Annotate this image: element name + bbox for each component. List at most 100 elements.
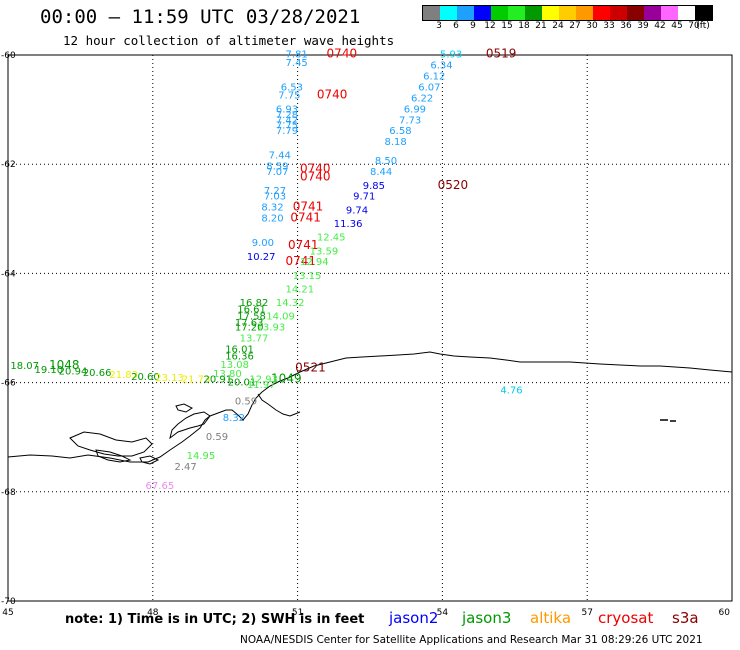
wave-height-label: 0.59 <box>235 396 257 407</box>
wave-height-label: 16.36 <box>225 352 254 363</box>
wave-height-label: 13.15 <box>293 271 322 282</box>
wave-height-label: 14.09 <box>266 311 295 322</box>
color-swatch <box>678 6 695 20</box>
latitude-tick-label: -64 <box>1 269 16 279</box>
wave-height-label: 14.32 <box>276 298 305 309</box>
coastline-bay <box>169 411 211 440</box>
satellite-legend-jason2: jason2 <box>389 609 439 627</box>
axis-tick-labels: 45 48 51 54 57 60 -60 -62 -64 -66 -68 -70 <box>1 51 730 618</box>
wave-height-label: 7.45 <box>286 58 308 69</box>
wave-height-label: 67.65 <box>146 481 175 492</box>
wave-height-label: 6.99 <box>404 104 426 115</box>
wave-height-label: 20.66 <box>83 368 112 379</box>
wave-height-label: 6.58 <box>389 126 411 137</box>
wave-height-label: 17.20 <box>235 323 264 334</box>
coastline-inlet <box>257 393 301 417</box>
wave-height-label: 7.27 <box>264 186 286 197</box>
pass-time-label: 0741 <box>290 211 321 225</box>
island-tiny <box>175 403 193 413</box>
wave-height-label: 7.03 <box>264 192 286 203</box>
wave-height-label: 21.73 <box>182 375 211 386</box>
pass-time-label: 0741 <box>288 238 319 252</box>
color-swatch <box>576 6 593 20</box>
color-swatch <box>559 6 576 20</box>
color-scale-label: 12 <box>484 21 496 31</box>
longitude-tick-label: 60 <box>719 608 731 618</box>
island-small <box>139 455 160 465</box>
wave-height-label: 7.73 <box>399 115 421 126</box>
wave-height-label: 2.47 <box>175 462 197 473</box>
pass-time-label: 0520 <box>438 178 469 192</box>
pass-time-label: 0741 <box>293 200 324 214</box>
color-swatch <box>695 6 712 20</box>
wave-height-label: 21.83 <box>109 370 138 381</box>
color-scale-label: 42 <box>654 21 666 31</box>
wave-height-label: 17.58 <box>237 311 266 322</box>
wave-height-label: 0.59 <box>206 432 228 443</box>
map-subtitle: 12 hour collection of altimeter wave hei… <box>63 33 395 48</box>
wave-height-label: 6.53 <box>281 82 303 93</box>
wave-height-label: 8.20 <box>261 214 283 225</box>
longitude-tick-label: 45 <box>2 608 13 618</box>
color-scale-label: 39 <box>637 21 649 31</box>
island-outline <box>95 449 132 463</box>
wave-height-label: 20.60 <box>131 372 160 383</box>
wave-height-label: 14.95 <box>187 451 216 462</box>
color-scale-label: 21 <box>535 21 547 31</box>
wave-height-label: 18.07 <box>10 361 39 372</box>
wave-height-label: 14.21 <box>286 285 315 296</box>
wave-height-labels: 7.817.455.936.346.126.076.537.75 6.226.99… <box>10 50 522 492</box>
wave-height-label: 13.93 <box>257 323 286 334</box>
color-swatch <box>440 6 457 20</box>
color-swatch <box>491 6 508 20</box>
wave-height-label: 8.18 <box>384 137 406 148</box>
wave-height-label: 11.36 <box>334 219 363 230</box>
wave-height-label: 7.28 <box>276 110 298 121</box>
longitude-tick-label: 51 <box>292 608 303 618</box>
wave-height-label: 16.01 <box>225 345 254 356</box>
pass-time-label: 1049 <box>271 372 302 386</box>
ice-shelf-outline <box>69 431 153 457</box>
satellite-legend-jason3: jason3 <box>462 609 512 627</box>
pass-time-label: 0521 <box>295 361 326 375</box>
color-scale-label: 27 <box>569 21 581 31</box>
color-swatch <box>610 6 627 20</box>
wave-height-label: 7.07 <box>266 167 288 178</box>
island-east <box>660 419 676 422</box>
color-swatch <box>508 6 525 20</box>
wave-height-label: 9.71 <box>353 192 375 203</box>
wave-height-label: 19.10 <box>35 365 64 376</box>
wave-height-label: 6.93 <box>276 104 298 115</box>
wave-height-label: 5.93 <box>440 50 462 61</box>
color-scale-label: 18 <box>518 21 530 31</box>
color-scale-label: 24 <box>552 21 564 31</box>
wave-height-label: 8.44 <box>370 167 392 178</box>
wave-height-label: 10.27 <box>247 252 276 263</box>
wave-height-label: 13.59 <box>310 246 339 257</box>
wave-height-label: 7.42 <box>276 115 298 126</box>
pass-time-label: 1048 <box>49 358 80 372</box>
color-scale-label: 70 <box>688 21 700 31</box>
wave-height-label: 8.59 <box>266 162 288 173</box>
wave-height-label: 7.81 <box>286 50 308 61</box>
wave-height-label: 16.61 <box>237 305 266 316</box>
wave-height-label: 17.63 <box>235 318 264 329</box>
map-frame <box>7 54 733 602</box>
color-scale-label: (ft) <box>696 21 710 31</box>
coastline <box>7 351 733 463</box>
wave-height-label: 9.00 <box>252 238 274 249</box>
color-swatch <box>661 6 678 20</box>
satellite-legend-s3a: s3a <box>672 609 699 627</box>
color-scale-label: 9 <box>470 21 476 31</box>
color-scale-label: 30 <box>586 21 598 31</box>
color-scale-label: 6 <box>453 21 459 31</box>
wave-height-label: 6.34 <box>430 61 452 72</box>
wave-height-label: 11.97 <box>247 380 276 391</box>
wave-height-label: 9.85 <box>363 181 385 192</box>
color-scale-label: 15 <box>501 21 513 31</box>
wave-height-label: 12.93 <box>249 375 278 386</box>
wave-height-label: 6.12 <box>423 72 445 83</box>
color-swatch <box>542 6 559 20</box>
latitude-tick-label: -68 <box>1 488 16 498</box>
